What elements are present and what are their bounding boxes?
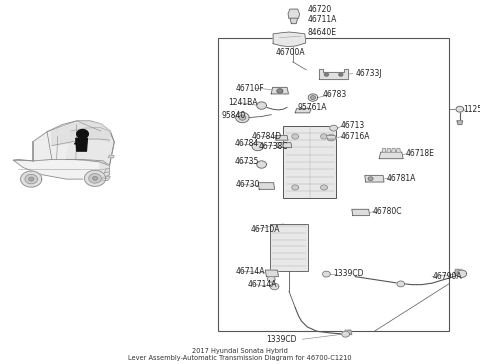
Polygon shape: [292, 185, 299, 190]
Text: 95761A: 95761A: [298, 103, 327, 111]
Bar: [270, 224, 308, 271]
Polygon shape: [288, 9, 300, 18]
Polygon shape: [365, 175, 384, 182]
Polygon shape: [382, 149, 386, 152]
Text: 46733J: 46733J: [355, 69, 382, 78]
Text: 46710A: 46710A: [251, 225, 280, 234]
Polygon shape: [239, 115, 246, 120]
Polygon shape: [324, 73, 328, 76]
Text: 46720
46711A: 46720 46711A: [307, 5, 336, 24]
Text: 1339CD: 1339CD: [266, 335, 297, 344]
Polygon shape: [321, 134, 327, 139]
Text: 46783: 46783: [323, 90, 347, 99]
Polygon shape: [257, 102, 266, 109]
Polygon shape: [277, 89, 283, 93]
Polygon shape: [95, 177, 110, 183]
Bar: [218, 38, 449, 331]
Text: 46735: 46735: [234, 158, 259, 166]
Polygon shape: [456, 106, 464, 112]
Text: 1241BA: 1241BA: [228, 98, 258, 107]
Polygon shape: [93, 177, 97, 180]
Polygon shape: [275, 135, 288, 140]
Polygon shape: [457, 270, 467, 277]
Text: 46780C: 46780C: [372, 207, 402, 215]
Polygon shape: [13, 159, 109, 179]
Polygon shape: [455, 269, 462, 274]
Polygon shape: [270, 283, 279, 290]
Text: 46784: 46784: [234, 139, 259, 148]
Polygon shape: [311, 96, 315, 99]
Text: 46700A: 46700A: [276, 48, 306, 57]
Polygon shape: [327, 134, 336, 141]
Polygon shape: [295, 108, 311, 113]
Polygon shape: [257, 161, 266, 168]
Polygon shape: [76, 138, 87, 151]
Polygon shape: [105, 168, 109, 173]
Polygon shape: [108, 155, 114, 158]
Polygon shape: [397, 281, 405, 287]
Text: 84640E: 84640E: [307, 28, 336, 37]
Polygon shape: [387, 149, 391, 152]
Polygon shape: [457, 121, 463, 124]
Polygon shape: [25, 174, 37, 184]
Polygon shape: [396, 149, 400, 152]
Polygon shape: [392, 149, 396, 152]
Polygon shape: [89, 174, 101, 183]
Polygon shape: [319, 69, 348, 79]
Polygon shape: [368, 177, 373, 181]
Polygon shape: [258, 183, 275, 189]
Polygon shape: [308, 94, 318, 101]
Polygon shape: [379, 152, 403, 159]
Polygon shape: [344, 330, 352, 335]
Polygon shape: [290, 18, 298, 24]
Polygon shape: [77, 130, 88, 138]
Bar: [283, 126, 336, 198]
Polygon shape: [267, 276, 275, 282]
Text: 1125KG: 1125KG: [464, 106, 480, 114]
Text: 46781A: 46781A: [387, 174, 416, 183]
Polygon shape: [321, 185, 327, 190]
Text: 46710F: 46710F: [235, 84, 264, 92]
Polygon shape: [326, 135, 336, 139]
Text: 1339CD: 1339CD: [334, 269, 364, 278]
Polygon shape: [84, 170, 106, 186]
Text: 46730: 46730: [235, 180, 260, 189]
Polygon shape: [66, 127, 114, 166]
Text: 46714A: 46714A: [247, 280, 276, 289]
Text: 46738C: 46738C: [258, 142, 288, 151]
Text: 46790A: 46790A: [433, 272, 463, 281]
Polygon shape: [265, 270, 278, 277]
Text: 46716A: 46716A: [341, 132, 370, 141]
Polygon shape: [100, 162, 109, 179]
Polygon shape: [83, 177, 108, 182]
Polygon shape: [342, 331, 349, 337]
Text: 2017 Hyundai Sonata Hybrid
Lever Assembly-Automatic Transmission Diagram for 467: 2017 Hyundai Sonata Hybrid Lever Assembl…: [128, 348, 352, 361]
Text: 46714A: 46714A: [235, 267, 264, 276]
Polygon shape: [252, 142, 264, 151]
Polygon shape: [352, 209, 370, 215]
Polygon shape: [292, 134, 299, 139]
Polygon shape: [273, 32, 306, 47]
Polygon shape: [323, 271, 330, 277]
Polygon shape: [52, 122, 110, 146]
Polygon shape: [330, 125, 337, 131]
Text: 46713: 46713: [341, 121, 365, 130]
Polygon shape: [33, 121, 114, 166]
Polygon shape: [276, 143, 292, 147]
Polygon shape: [236, 112, 249, 123]
Polygon shape: [29, 177, 34, 181]
Text: 46718E: 46718E: [406, 149, 434, 158]
Polygon shape: [271, 87, 288, 94]
Text: 95840: 95840: [222, 111, 246, 120]
Polygon shape: [339, 73, 343, 76]
Text: 46784D: 46784D: [252, 132, 282, 141]
Polygon shape: [21, 171, 42, 187]
